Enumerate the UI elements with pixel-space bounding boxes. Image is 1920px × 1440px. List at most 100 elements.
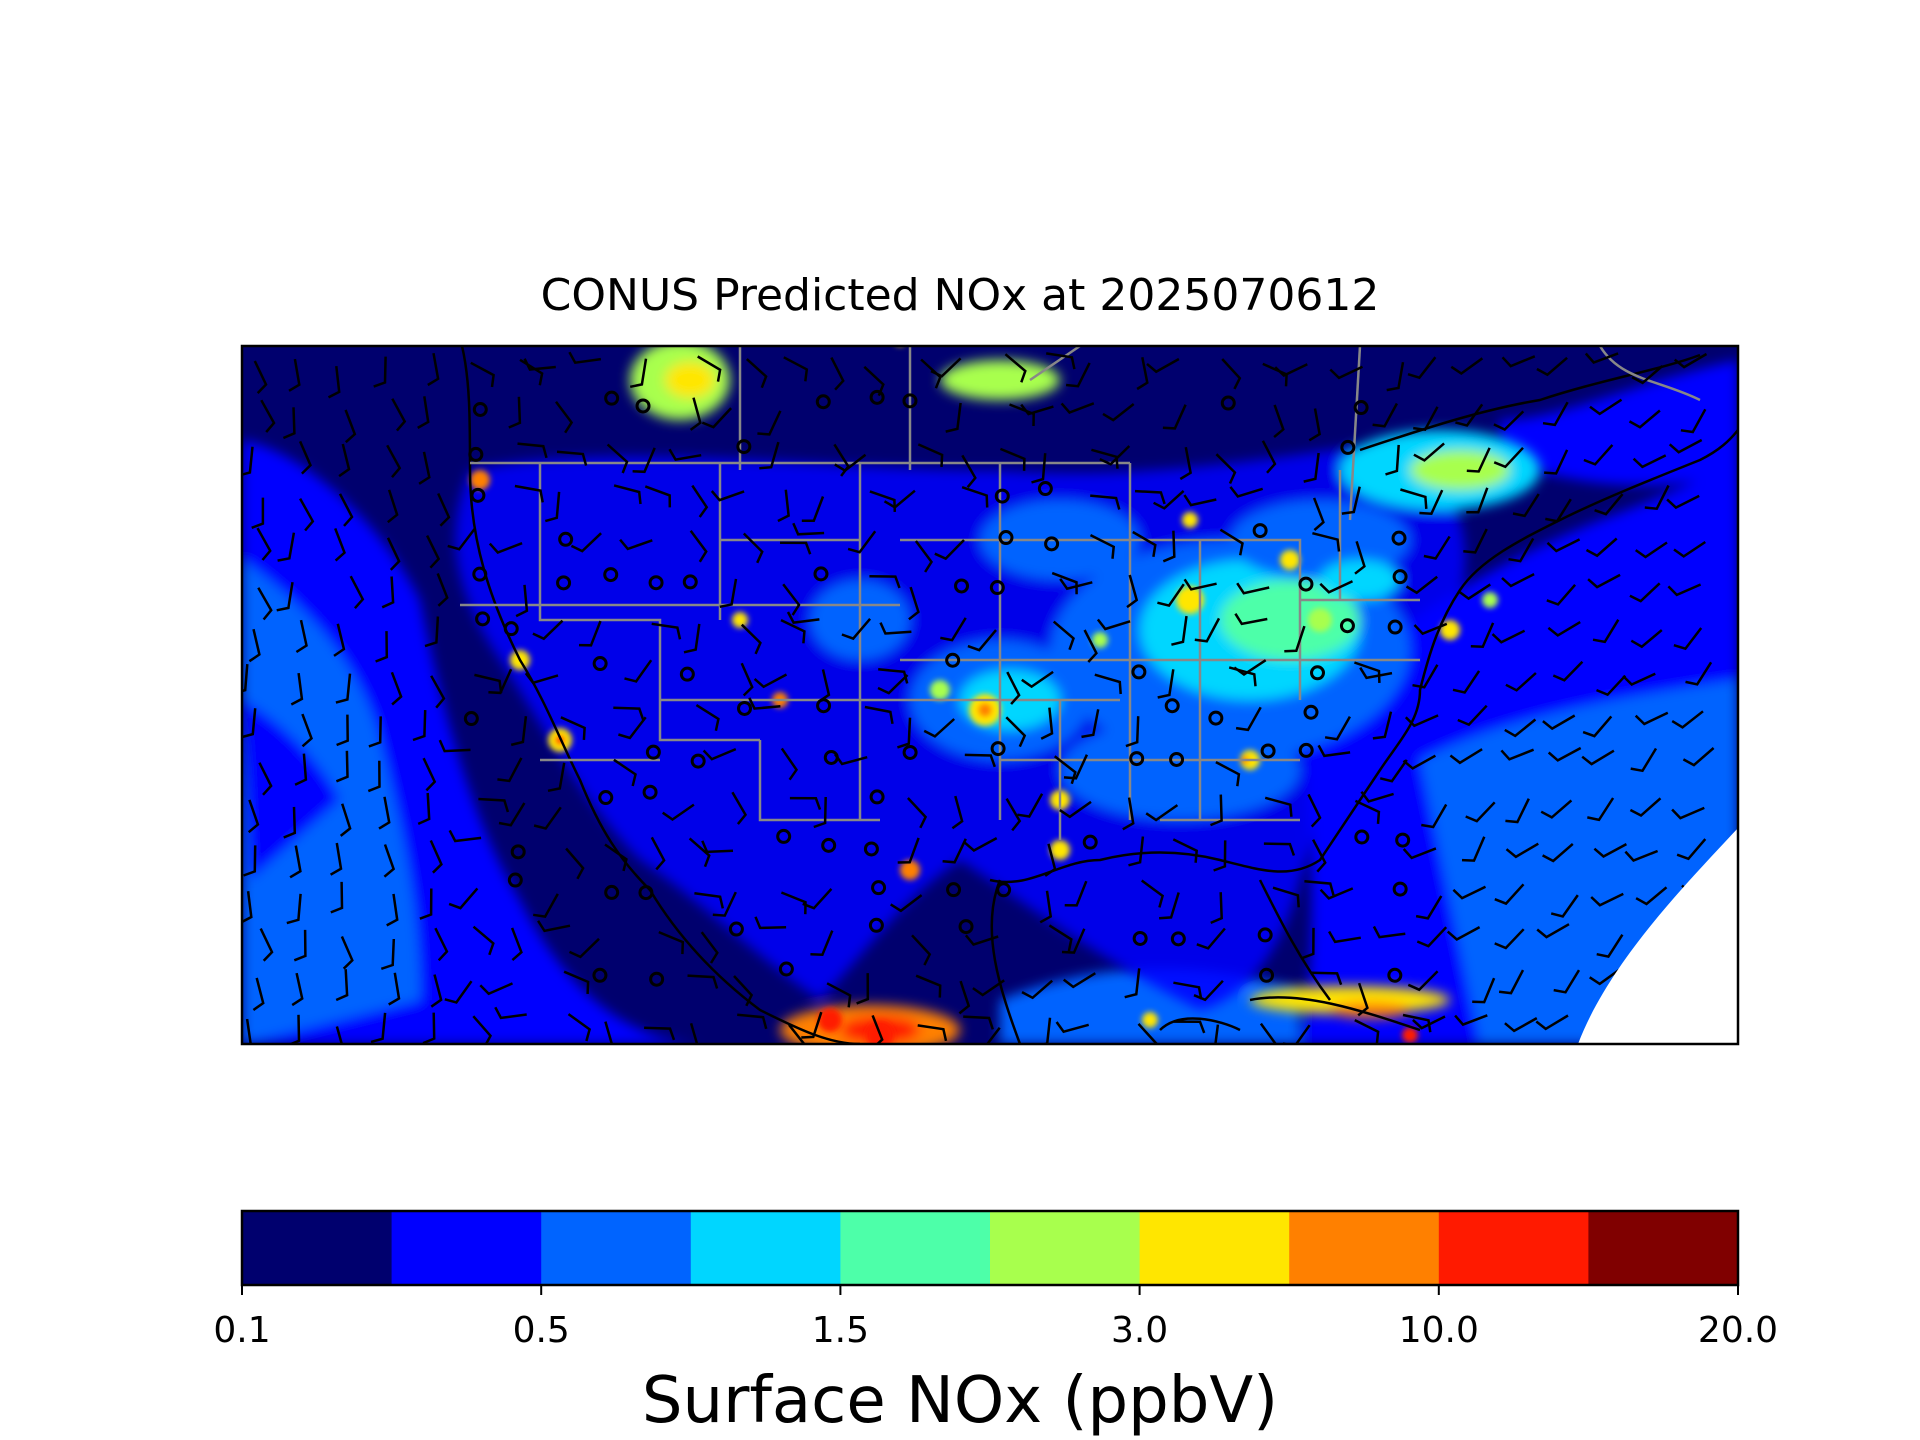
calm-circle xyxy=(1310,665,1326,681)
wind-barb xyxy=(1353,661,1381,683)
wind-barb xyxy=(578,620,602,647)
wind-barb xyxy=(547,762,566,793)
wind-barb xyxy=(1590,892,1624,907)
wind-barb xyxy=(1402,1013,1432,1033)
wind-barb xyxy=(1090,494,1121,510)
wind-barb xyxy=(945,402,962,433)
wind-barb xyxy=(1145,804,1179,822)
wind-barb xyxy=(788,1024,806,1044)
calm-circle xyxy=(604,390,620,406)
wind-barb xyxy=(1235,706,1262,732)
wind-barb xyxy=(1585,537,1618,558)
wind-barb xyxy=(289,845,302,879)
calm-circle xyxy=(679,666,695,682)
wind-barb xyxy=(1624,849,1659,862)
wind-barb xyxy=(1465,801,1496,823)
coastlines xyxy=(460,346,1738,1044)
wind-barb xyxy=(1053,755,1077,785)
wind-barb xyxy=(833,443,850,477)
wind-barb xyxy=(1589,398,1623,416)
wind-barb xyxy=(373,356,387,388)
wind-barb xyxy=(742,532,764,564)
colorbar-tick-label: 0.5 xyxy=(513,1310,570,1351)
wind-barb xyxy=(972,979,1005,997)
wind-barb xyxy=(474,673,503,693)
wind-barb xyxy=(523,358,556,371)
wind-barb xyxy=(624,659,653,683)
wind-barb xyxy=(242,708,257,739)
calm-circle xyxy=(946,882,962,898)
wind-barb xyxy=(869,575,901,589)
wind-barb xyxy=(1021,670,1054,689)
wind-barb xyxy=(242,891,253,924)
wind-barb xyxy=(1504,718,1537,738)
wind-barb xyxy=(1210,892,1223,925)
wind-barb xyxy=(740,623,762,655)
wind-barb xyxy=(1494,883,1525,906)
wind-barb xyxy=(780,618,806,644)
colorbar-tick-label: 3.0 xyxy=(1111,1310,1168,1351)
wind-barb xyxy=(1354,1018,1380,1044)
wind-barb xyxy=(1039,890,1053,924)
calm-circle xyxy=(958,919,974,935)
wind-barb xyxy=(1412,664,1439,689)
wind-barb xyxy=(1063,754,1089,780)
wind-barb xyxy=(826,982,852,1008)
colorbar-segment xyxy=(990,1211,1141,1285)
wind-barb xyxy=(897,837,920,864)
wind-barb xyxy=(560,716,586,740)
wind-barb xyxy=(375,631,389,663)
wind-barb xyxy=(689,530,708,563)
wind-barb xyxy=(619,538,653,551)
wind-barb xyxy=(479,982,514,996)
wind-barb xyxy=(1126,574,1139,609)
wind-barb xyxy=(668,448,702,461)
wind-barb xyxy=(1159,892,1180,920)
wind-barb xyxy=(1631,365,1664,385)
wind-barb xyxy=(565,847,585,880)
colorbar-segment xyxy=(242,1211,393,1285)
calm-circle xyxy=(869,389,885,405)
wind-barb xyxy=(967,629,997,652)
wind-barb xyxy=(1059,800,1092,819)
wind-barb xyxy=(514,484,544,503)
wind-barb xyxy=(1584,352,1619,364)
wind-barb xyxy=(1583,444,1614,466)
wind-barb xyxy=(801,496,825,523)
wind-barb xyxy=(497,757,523,783)
calm-circle xyxy=(1391,530,1407,546)
wind-barb xyxy=(391,398,407,432)
wind-barb xyxy=(604,843,628,872)
calm-circle xyxy=(1131,664,1147,680)
calm-circle xyxy=(1354,829,1370,845)
wind-barb xyxy=(1452,885,1487,900)
wind-barb xyxy=(1630,629,1663,649)
wind-barbs xyxy=(242,351,1716,1044)
wind-barb xyxy=(1413,622,1448,636)
wind-barb xyxy=(1413,406,1439,432)
map-frame xyxy=(240,344,1740,1046)
wind-barb xyxy=(1634,541,1668,559)
wind-barb xyxy=(1372,402,1398,428)
wind-barb xyxy=(1412,1015,1446,1030)
wind-barb xyxy=(740,662,754,697)
wind-barb xyxy=(1259,1022,1278,1044)
wind-barb xyxy=(276,582,294,612)
wind-barb xyxy=(779,541,812,555)
wind-barb xyxy=(629,358,648,389)
calm-circle xyxy=(902,393,918,409)
wind-barb xyxy=(380,938,396,970)
wind-barb xyxy=(494,1006,527,1020)
wind-barb xyxy=(568,937,600,959)
wind-barb xyxy=(1407,356,1437,380)
wind-barb xyxy=(934,539,965,561)
wind-barb xyxy=(1089,533,1116,559)
wind-barb xyxy=(381,576,395,609)
wind-barb xyxy=(277,532,296,562)
calm-circle xyxy=(945,652,961,668)
wind-barb xyxy=(1065,362,1091,388)
wind-barb xyxy=(1552,660,1584,682)
calm-circle xyxy=(1339,618,1355,634)
wind-barb xyxy=(1124,968,1141,999)
